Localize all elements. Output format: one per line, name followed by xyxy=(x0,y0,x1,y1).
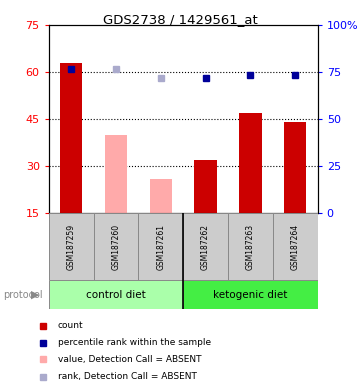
Bar xyxy=(273,213,318,280)
Text: GSM187264: GSM187264 xyxy=(291,223,300,270)
Text: GSM187261: GSM187261 xyxy=(156,224,165,270)
Text: GSM187260: GSM187260 xyxy=(112,223,121,270)
Bar xyxy=(49,213,93,280)
Bar xyxy=(183,280,318,309)
Bar xyxy=(93,213,138,280)
Bar xyxy=(149,179,172,213)
Text: count: count xyxy=(58,321,83,330)
Text: GSM187262: GSM187262 xyxy=(201,224,210,270)
Text: rank, Detection Call = ABSENT: rank, Detection Call = ABSENT xyxy=(58,372,197,381)
Text: ▶: ▶ xyxy=(31,290,40,300)
Bar xyxy=(183,213,228,280)
Bar xyxy=(228,213,273,280)
Bar xyxy=(284,122,306,213)
Bar xyxy=(60,63,82,213)
Bar xyxy=(195,160,217,213)
Text: control diet: control diet xyxy=(86,290,146,300)
Text: GSM187263: GSM187263 xyxy=(246,223,255,270)
Text: value, Detection Call = ABSENT: value, Detection Call = ABSENT xyxy=(58,355,201,364)
Text: percentile rank within the sample: percentile rank within the sample xyxy=(58,338,211,347)
Bar xyxy=(239,113,262,213)
Text: protocol: protocol xyxy=(4,290,43,300)
Text: GDS2738 / 1429561_at: GDS2738 / 1429561_at xyxy=(103,13,258,26)
Bar xyxy=(49,280,183,309)
Text: ketogenic diet: ketogenic diet xyxy=(213,290,288,300)
Text: GSM187259: GSM187259 xyxy=(67,223,76,270)
Bar xyxy=(138,213,183,280)
Bar xyxy=(105,135,127,213)
